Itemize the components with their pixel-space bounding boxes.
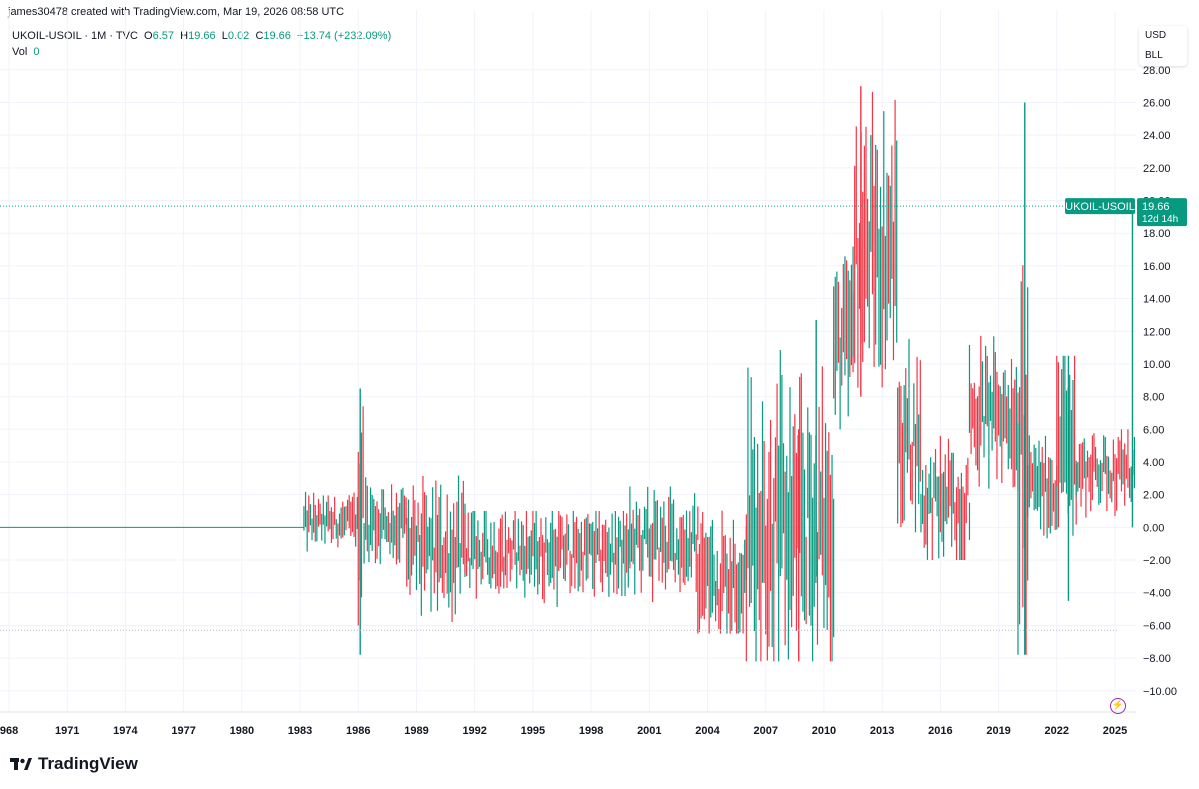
symbol-label[interactable]: UKOIL-USOIL · 1M · TVC xyxy=(12,30,138,42)
y-tick-label: 0.00 xyxy=(1143,522,1164,534)
y-tick-label: 26.00 xyxy=(1143,97,1171,109)
y-tick-label: 20.00 xyxy=(1143,196,1171,208)
currency-unit-selector[interactable]: USD BLL xyxy=(1139,26,1187,66)
change-value: +13.74 (+232.09%) xyxy=(297,30,392,42)
x-tick-label: 1995 xyxy=(521,725,545,737)
volume-value: 0 xyxy=(33,46,40,58)
close-value: 19.66 xyxy=(263,30,291,42)
low-value: 0.02 xyxy=(227,30,250,42)
bar-countdown: 12d 14h xyxy=(1142,214,1178,225)
flash-icon[interactable]: ⚡ xyxy=(1110,698,1126,714)
symbol-legend: UKOIL-USOIL · 1M · TVC O6.57 H19.66 L0.0… xyxy=(12,28,391,60)
y-tick-label: −2.00 xyxy=(1143,555,1171,567)
symbol-price-tag xyxy=(1065,198,1135,215)
x-tick-label: 1998 xyxy=(579,725,603,737)
currency-usd-button[interactable]: USD xyxy=(1145,30,1167,41)
last-price-box xyxy=(1137,198,1187,227)
x-tick-label: 1977 xyxy=(171,725,195,737)
high-value: 19.66 xyxy=(188,30,216,42)
x-tick-label: 2013 xyxy=(870,725,894,737)
volume-row: Vol 0 xyxy=(12,44,391,60)
close-label: C xyxy=(255,30,264,42)
high-label: H xyxy=(180,30,189,42)
price-tag-label: UKOIL-USOIL xyxy=(1065,201,1135,213)
x-tick-label: 2001 xyxy=(637,725,661,737)
y-tick-label: 8.00 xyxy=(1143,392,1164,404)
tradingview-logo-icon xyxy=(10,758,32,770)
x-tick-label: 2007 xyxy=(753,725,777,737)
x-tick-label: 1989 xyxy=(404,725,428,737)
x-tick-label: 2010 xyxy=(812,725,836,737)
x-tick-label: 968 xyxy=(0,725,18,737)
low-label: L xyxy=(221,30,228,42)
open-value: 6.57 xyxy=(152,30,175,42)
x-tick-label: 1974 xyxy=(113,725,138,737)
x-tick-label: 2025 xyxy=(1103,725,1127,737)
x-tick-label: 1971 xyxy=(55,725,79,737)
y-tick-label: 12.00 xyxy=(1143,326,1171,338)
x-tick-label: 2019 xyxy=(986,725,1010,737)
y-tick-label: −10.00 xyxy=(1143,686,1177,698)
y-tick-label: 2.00 xyxy=(1143,490,1164,502)
y-tick-label: 28.00 xyxy=(1143,65,1171,77)
open-label: O xyxy=(144,30,153,42)
y-tick-label: 6.00 xyxy=(1143,424,1164,436)
y-tick-label: 4.00 xyxy=(1143,457,1164,469)
x-tick-label: 1980 xyxy=(230,725,254,737)
x-tick-label: 1986 xyxy=(346,725,370,737)
y-tick-label: −6.00 xyxy=(1143,620,1171,632)
x-tick-label: 1992 xyxy=(462,725,486,737)
unit-bll-button[interactable]: BLL xyxy=(1145,50,1163,61)
x-tick-label: 2004 xyxy=(695,725,720,737)
y-tick-label: 22.00 xyxy=(1143,163,1171,175)
x-tick-label: 2016 xyxy=(928,725,952,737)
brand-name: TradingView xyxy=(38,754,138,773)
ohlc-row: UKOIL-USOIL · 1M · TVC O6.57 H19.66 L0.0… xyxy=(12,28,391,44)
y-tick-label: −8.00 xyxy=(1143,653,1171,665)
y-tick-label: 14.00 xyxy=(1143,294,1171,306)
x-tick-label: 2022 xyxy=(1045,725,1069,737)
chart-credit: james30478 created with TradingView.com,… xyxy=(8,6,345,18)
y-tick-label: −4.00 xyxy=(1143,588,1171,600)
last-price-value: 19.66 xyxy=(1142,201,1170,213)
volume-label: Vol xyxy=(12,46,28,58)
y-tick-label: 18.00 xyxy=(1143,228,1171,240)
tradingview-logo: TradingView xyxy=(10,754,138,774)
y-tick-label: 16.00 xyxy=(1143,261,1171,273)
y-tick-label: 24.00 xyxy=(1143,130,1171,142)
y-tick-label: 10.00 xyxy=(1143,359,1171,371)
x-tick-label: 1983 xyxy=(288,725,312,737)
